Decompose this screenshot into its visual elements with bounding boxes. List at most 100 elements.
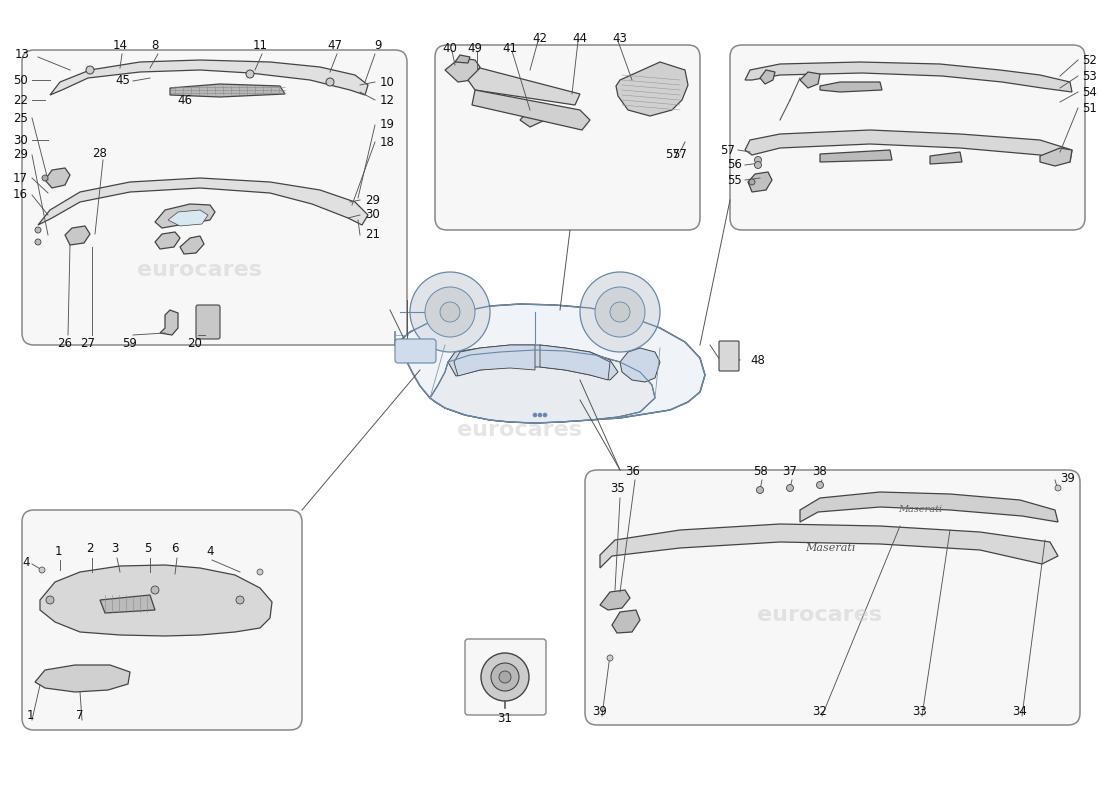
- Circle shape: [755, 162, 761, 169]
- Polygon shape: [820, 150, 892, 162]
- Polygon shape: [600, 590, 630, 610]
- Circle shape: [410, 272, 490, 352]
- Text: 29: 29: [365, 194, 380, 206]
- Circle shape: [816, 482, 824, 489]
- FancyBboxPatch shape: [196, 305, 220, 339]
- Text: 49: 49: [468, 42, 483, 54]
- Polygon shape: [168, 210, 208, 226]
- Circle shape: [538, 413, 542, 417]
- Text: 30: 30: [365, 209, 380, 222]
- Circle shape: [39, 567, 45, 573]
- Circle shape: [757, 486, 763, 494]
- Polygon shape: [616, 62, 688, 116]
- FancyBboxPatch shape: [434, 45, 700, 230]
- Text: 39: 39: [593, 705, 607, 718]
- Polygon shape: [800, 492, 1058, 522]
- Polygon shape: [930, 152, 962, 164]
- Circle shape: [1055, 485, 1061, 491]
- Text: 36: 36: [626, 465, 640, 478]
- Circle shape: [749, 179, 755, 185]
- Text: 22: 22: [13, 94, 28, 106]
- Circle shape: [491, 663, 519, 691]
- Text: 50: 50: [13, 74, 28, 86]
- Polygon shape: [620, 348, 660, 382]
- Text: 44: 44: [572, 31, 587, 45]
- Text: 17: 17: [13, 171, 28, 185]
- Text: 53: 53: [1082, 70, 1097, 82]
- Circle shape: [46, 596, 54, 604]
- Text: 40: 40: [442, 42, 458, 54]
- Circle shape: [610, 302, 630, 322]
- Text: 43: 43: [613, 31, 627, 45]
- Text: 7: 7: [76, 709, 84, 722]
- Circle shape: [246, 70, 254, 78]
- Polygon shape: [446, 58, 480, 82]
- Text: 58: 58: [752, 465, 768, 478]
- Circle shape: [86, 66, 94, 74]
- Text: 41: 41: [503, 42, 517, 54]
- Text: 54: 54: [1082, 86, 1097, 98]
- Polygon shape: [1040, 148, 1072, 166]
- Polygon shape: [50, 60, 369, 95]
- Circle shape: [786, 485, 793, 491]
- Text: 3: 3: [111, 542, 119, 555]
- Text: 18: 18: [379, 135, 395, 149]
- Text: 33: 33: [913, 705, 927, 718]
- Polygon shape: [65, 226, 90, 245]
- Text: 9: 9: [374, 39, 382, 52]
- Polygon shape: [454, 345, 535, 376]
- Text: 56: 56: [727, 158, 742, 171]
- Text: 42: 42: [532, 31, 548, 45]
- Text: 45: 45: [116, 74, 130, 86]
- Text: 6: 6: [172, 542, 178, 555]
- Text: 25: 25: [13, 111, 28, 125]
- Polygon shape: [600, 524, 1058, 568]
- Text: 10: 10: [379, 75, 395, 89]
- Text: 13: 13: [15, 49, 30, 62]
- Polygon shape: [448, 345, 618, 380]
- Text: eurocares: eurocares: [458, 420, 583, 440]
- Circle shape: [236, 596, 244, 604]
- Text: 4: 4: [207, 545, 213, 558]
- Text: 55: 55: [727, 174, 742, 186]
- FancyBboxPatch shape: [395, 339, 436, 363]
- Text: 11: 11: [253, 39, 267, 52]
- Polygon shape: [170, 84, 285, 97]
- Circle shape: [595, 287, 645, 337]
- Text: 52: 52: [1082, 54, 1097, 66]
- Polygon shape: [35, 665, 130, 692]
- Text: 19: 19: [379, 118, 395, 131]
- Polygon shape: [540, 345, 611, 380]
- FancyBboxPatch shape: [22, 50, 407, 345]
- Polygon shape: [468, 68, 580, 105]
- Text: 26: 26: [57, 337, 73, 350]
- Circle shape: [425, 287, 475, 337]
- FancyBboxPatch shape: [730, 45, 1085, 230]
- Circle shape: [42, 175, 48, 181]
- Polygon shape: [745, 62, 1072, 92]
- Text: 46: 46: [177, 94, 192, 106]
- Polygon shape: [430, 350, 654, 423]
- Polygon shape: [760, 70, 775, 84]
- FancyBboxPatch shape: [585, 470, 1080, 725]
- Text: 1: 1: [54, 545, 62, 558]
- Text: eurocares: eurocares: [758, 605, 882, 625]
- Polygon shape: [520, 107, 548, 127]
- Text: 37: 37: [782, 465, 797, 478]
- Text: 1: 1: [26, 709, 34, 722]
- Text: 57: 57: [720, 143, 735, 157]
- Polygon shape: [748, 172, 772, 192]
- Text: 35: 35: [610, 482, 626, 495]
- Text: 16: 16: [13, 189, 28, 202]
- Polygon shape: [100, 595, 155, 613]
- Text: 14: 14: [112, 39, 128, 52]
- Circle shape: [35, 227, 41, 233]
- Circle shape: [580, 272, 660, 352]
- Text: 12: 12: [379, 94, 395, 106]
- Polygon shape: [155, 204, 214, 228]
- Text: 38: 38: [813, 465, 827, 478]
- Circle shape: [607, 655, 613, 661]
- Circle shape: [543, 413, 547, 417]
- Text: 20: 20: [188, 337, 202, 350]
- Text: 51: 51: [1082, 102, 1097, 114]
